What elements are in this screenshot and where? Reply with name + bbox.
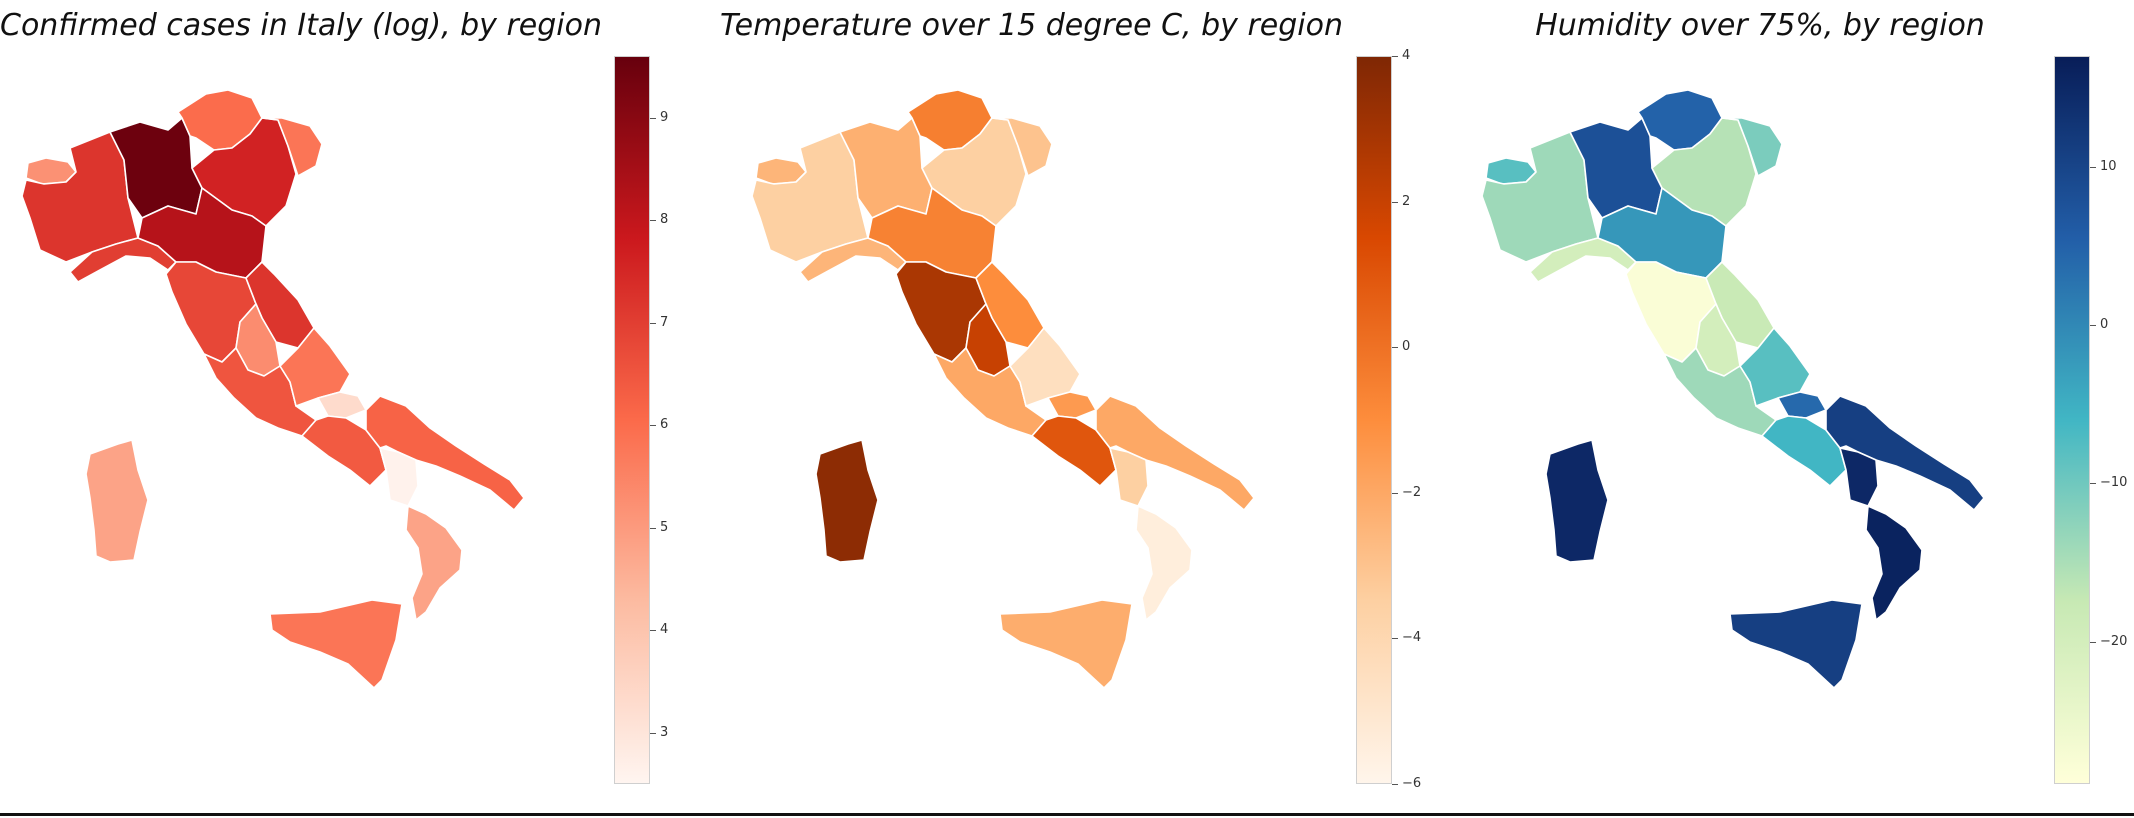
colorbar-ticks-temperature: −6 −4 −2 0 2 4 xyxy=(1392,48,1452,791)
colorbar-tick-mark xyxy=(650,630,656,632)
region-sardegna xyxy=(815,439,879,563)
colorbar-tick-mark xyxy=(1392,784,1398,785)
colorbar-tick-mark xyxy=(650,732,656,734)
region-liguria xyxy=(69,237,177,283)
colorbar-tick-mark xyxy=(1392,201,1398,203)
italy-map-humidity xyxy=(1481,89,1985,689)
region-liguria xyxy=(1529,237,1637,283)
panel-humidity: Humidity over 75%, by region −20 −10 0 10 xyxy=(1460,0,2127,800)
colorbar-tick-mark xyxy=(1392,638,1398,640)
colorbar-tick-mark xyxy=(2090,483,2096,485)
colorbar-tick-label: 4 xyxy=(660,622,669,638)
region-marche xyxy=(1705,261,1775,349)
colorbar-tick-label: 9 xyxy=(660,109,669,125)
region-friuli xyxy=(1721,117,1783,177)
colorbar-tick-label: −2 xyxy=(1402,484,1422,500)
map-title-temperature: Temperature over 15 degree C, by region xyxy=(720,8,1343,43)
colorbar-tick-label: 3 xyxy=(660,724,669,740)
region-marche xyxy=(245,261,315,349)
colorbar-ticks-humidity: −20 −10 0 10 xyxy=(2090,56,2134,784)
colorbar-ticks-cases: 3 4 5 6 7 8 9 xyxy=(650,56,710,784)
region-calabria xyxy=(1865,505,1923,621)
map-title-cases: Confirmed cases in Italy (log), by regio… xyxy=(0,8,603,43)
colorbar-tick-label: 8 xyxy=(660,212,669,228)
colorbar-tick-mark xyxy=(2090,166,2096,168)
region-basilicata xyxy=(1109,447,1149,507)
colorbar-tick-mark xyxy=(650,117,656,119)
colorbar-tick-label: 4 xyxy=(1402,48,1411,63)
region-friuli xyxy=(991,117,1053,177)
colorbar-tick-label: 6 xyxy=(660,417,669,433)
colorbar-tick-label: −6 xyxy=(1402,776,1422,791)
region-puglia xyxy=(1095,395,1255,511)
colorbar-tick-label: 0 xyxy=(1402,339,1411,355)
region-sicilia xyxy=(999,599,1133,689)
region-calabria xyxy=(405,505,463,621)
region-basilicata xyxy=(379,447,419,507)
region-puglia xyxy=(1825,395,1985,511)
colorbar-tick-label: 2 xyxy=(1402,193,1411,209)
colorbar-tick-label: 0 xyxy=(2100,317,2109,333)
region-molise xyxy=(1047,391,1097,419)
region-calabria xyxy=(1135,505,1193,621)
region-sicilia xyxy=(269,599,403,689)
colorbar-tick-mark xyxy=(2090,641,2096,643)
colorbar-tick-mark xyxy=(1392,347,1398,349)
colorbar-tick-mark xyxy=(2090,325,2096,327)
region-sicilia xyxy=(1729,599,1863,689)
italy-map-cases xyxy=(21,89,525,689)
colorbar-tick-mark xyxy=(650,425,656,427)
panel-temperature: Temperature over 15 degree C, by region … xyxy=(720,0,1421,800)
region-liguria xyxy=(799,237,907,283)
colorbar-tick-label: 10 xyxy=(2100,158,2117,174)
bottom-rule xyxy=(0,813,2134,816)
region-friuli xyxy=(261,117,323,177)
region-marche xyxy=(975,261,1045,349)
colorbar-tick-mark xyxy=(1392,56,1398,57)
colorbar-tick-label: 5 xyxy=(660,519,669,535)
colorbar-tick-label: −10 xyxy=(2100,475,2128,491)
colorbar-humidity xyxy=(2054,56,2090,784)
colorbar-tick-mark xyxy=(650,220,656,222)
region-puglia xyxy=(365,395,525,511)
italy-map-temperature xyxy=(751,89,1255,689)
colorbar-tick-label: 7 xyxy=(660,314,669,330)
colorbar-tick-label: −4 xyxy=(1402,630,1422,646)
panel-cases: Confirmed cases in Italy (log), by regio… xyxy=(0,0,668,800)
region-sardegna xyxy=(85,439,149,563)
region-basilicata xyxy=(1839,447,1879,507)
colorbar-temperature xyxy=(1356,56,1392,784)
colorbar-tick-mark xyxy=(650,527,656,529)
colorbar-tick-mark xyxy=(650,322,656,324)
region-sardegna xyxy=(1545,439,1609,563)
colorbar-tick-label: −20 xyxy=(2100,633,2128,649)
colorbar-cases xyxy=(614,56,650,784)
region-molise xyxy=(1777,391,1827,419)
map-title-humidity: Humidity over 75%, by region xyxy=(1535,8,1985,43)
colorbar-tick-mark xyxy=(1392,492,1398,494)
region-molise xyxy=(317,391,367,419)
